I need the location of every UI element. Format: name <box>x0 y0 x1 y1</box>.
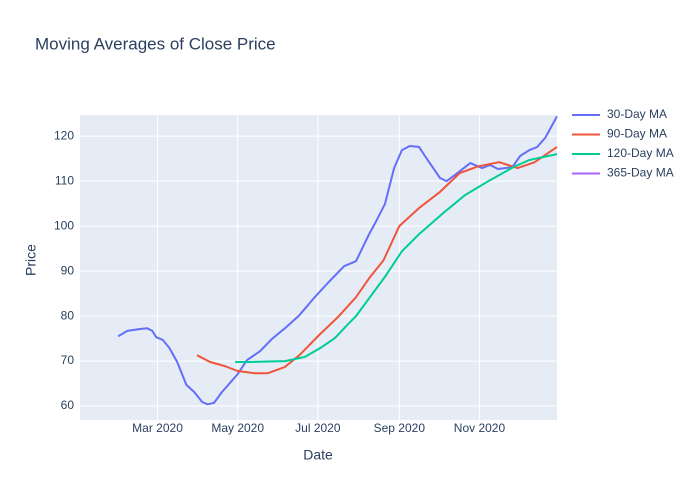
x-tick-label: Mar 2020 <box>132 421 183 435</box>
y-tick-label: 110 <box>55 173 74 187</box>
y-tick-label: 70 <box>61 353 75 367</box>
plot-area <box>80 115 557 420</box>
y-tick-label: 80 <box>61 308 75 322</box>
line-series <box>196 146 558 375</box>
chart-title: Moving Averages of Close Price <box>35 34 276 53</box>
legend-label: 90-Day MA <box>607 127 667 141</box>
y-tick-label: 100 <box>54 218 74 232</box>
y-axis-title: Price <box>23 244 39 276</box>
y-tick-label: 90 <box>61 263 75 277</box>
x-tick-label: May 2020 <box>211 421 264 435</box>
x-tick-label: Nov 2020 <box>454 421 506 435</box>
legend-label: 120-Day MA <box>607 146 674 160</box>
line-series <box>235 153 558 363</box>
x-tick-label: Jul 2020 <box>295 421 341 435</box>
line-series <box>117 115 558 406</box>
y-tick-label: 60 <box>61 398 75 412</box>
x-axis-title: Date <box>303 447 333 463</box>
x-tick-label: Sep 2020 <box>374 421 426 435</box>
legend-label: 30-Day MA <box>607 107 667 121</box>
y-tick-label: 120 <box>54 128 74 142</box>
legend-label: 365-Day MA <box>607 166 674 180</box>
